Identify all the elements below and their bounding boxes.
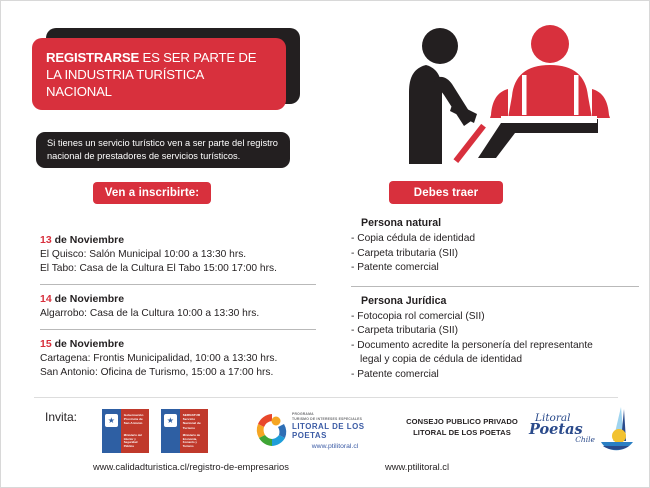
documents-group-persona-natural: Persona natural - Copia cédula de identi…: [351, 217, 641, 276]
invita-label: Invita:: [45, 410, 78, 424]
gov-agency-name: SERNATUR Servicio Nacional de Turismo: [182, 413, 201, 430]
dates-column: 13 de Noviembre El Quisco: Salón Municip…: [40, 234, 334, 384]
document-item: - Patente comercial: [351, 262, 439, 273]
divider: [40, 329, 316, 330]
document-item: - Patente comercial: [351, 368, 439, 380]
subtitle-pill: Si tienes un servicio turístico ven a se…: [36, 132, 290, 168]
date-title: 15 de Noviembre: [40, 338, 334, 350]
pti-logo-text: PROGRAMA TURISMO DE INTERESES ESPECIALES…: [292, 412, 380, 450]
consejo-line-2: LITORAL DE LOS POETAS: [413, 427, 511, 437]
date-day-number: 15: [40, 338, 52, 350]
chile-crest-icon: [163, 414, 177, 427]
date-line: El Quisco: Salón Municipal 10:00 a 13:30…: [40, 249, 247, 260]
calidadturistica-url[interactable]: www.calidadturistica.cl/registro-de-empr…: [93, 461, 289, 472]
date-line: Cartagena: Frontis Municipalidad, 10:00 …: [40, 353, 278, 364]
document-item-text: - Documento acredite la personería del r…: [351, 339, 593, 351]
date-month: de Noviembre: [51, 293, 125, 305]
date-line: San Antonio: Oficina de Turismo, 15:00 a…: [40, 367, 274, 378]
date-line: El Tabo: Casa de la Cultura El Tabo 15:0…: [40, 263, 277, 274]
gov-crest-panel: [161, 409, 180, 453]
poetas-line-2: Poetas: [529, 421, 583, 438]
service-counter-illustration: [409, 25, 610, 164]
date-month: de Noviembre: [51, 338, 125, 350]
gov-name-panel: SERNATUR Servicio Nacional de Turismo Mi…: [179, 409, 208, 453]
counter-desk: [478, 116, 598, 158]
document-item: - Fotocopia rol comercial (SII): [351, 310, 485, 322]
poetas-wordmark: Litoral Poetas Chile: [529, 412, 603, 444]
documents-group-persona-juridica: Persona Jurídica - Fotocopia rol comerci…: [351, 295, 641, 383]
paper-document: [453, 123, 486, 163]
headline-banner: REGISTRARSE ES SER PARTE DE LA INDUSTRIA…: [32, 28, 300, 110]
poetas-line-3: Chile: [575, 435, 595, 444]
gov-ministry-name: Ministerio del Interior y Seguridad Públ…: [123, 432, 142, 449]
headline-rest: ES SER PARTE DE LA INDUSTRIA TURÍSTICA N…: [46, 49, 257, 99]
pti-circular-mark-icon: [256, 414, 287, 446]
pti-logo-main: LITORAL DE LOS POETAS: [292, 422, 365, 441]
chile-crest-icon: [104, 414, 118, 427]
documents-column: Persona natural - Copia cédula de identi…: [351, 217, 641, 382]
documents-group-title: Persona Jurídica: [361, 294, 447, 307]
divider: [351, 285, 639, 287]
gov-agency-name: Gobernación Provincia de San Antonio: [123, 413, 144, 426]
consejo-publico-privado-text: CONSEJO PUBLICO PRIVADO LITORAL DE LOS P…: [397, 417, 527, 438]
ven-a-inscribirte-button[interactable]: Ven a inscribirte:: [93, 182, 211, 204]
date-block: 13 de Noviembre El Quisco: Salón Municip…: [40, 234, 334, 276]
date-day-number: 14: [40, 293, 52, 305]
pti-logo-url: www.ptilitoral.cl: [311, 443, 359, 451]
documents-group-title: Persona natural: [361, 217, 442, 229]
document-item-continuation: legal y copia de cédula de identidad: [360, 354, 522, 365]
headline-emphasis: REGISTRARSE: [46, 49, 140, 65]
pti-litoral-logo: PROGRAMA TURISMO DE INTERESES ESPECIALES…: [254, 406, 380, 456]
footer-divider: [34, 397, 618, 398]
gov-name-panel: Gobernación Provincia de San Antonio Min…: [120, 409, 149, 453]
seated-person-red: [490, 25, 610, 118]
divider: [40, 284, 316, 285]
litoral-de-los-poetas-chile-logo: Litoral Poetas Chile: [529, 403, 637, 457]
pti-kicker-line-2: TURISMO DE INTERESES ESPECIALES: [292, 416, 363, 421]
date-day-number: 13: [40, 234, 52, 246]
date-title: 14 de Noviembre: [40, 293, 334, 305]
debes-traer-button[interactable]: Debes traer: [389, 181, 503, 204]
document-item: - Documento acredite la personería del r…: [351, 339, 641, 368]
gov-crest-panel: [102, 409, 121, 453]
document-item: - Carpeta tributaria (SII): [351, 247, 459, 259]
date-block: 14 de Noviembre Algarrobo: Casa de la Cu…: [40, 293, 334, 321]
standing-person-black: [409, 28, 477, 164]
poetas-line-1: Litoral: [535, 412, 571, 424]
headline-text: REGISTRARSE ES SER PARTE DE LA INDUSTRIA…: [46, 49, 272, 100]
sernatur-logo: SERNATUR Servicio Nacional de Turismo Mi…: [161, 409, 208, 453]
document-item: - Copia cédula de identidad: [351, 233, 476, 244]
gov-ministry-name: Ministerio de Economía, Fomento y Turism…: [182, 432, 201, 449]
consejo-line-1: CONSEJO PUBLICO PRIVADO: [406, 417, 518, 426]
document-item: - Carpeta tributaria (SII): [351, 325, 459, 336]
date-block: 15 de Noviembre Cartagena: Frontis Munic…: [40, 338, 334, 380]
headline-red-card: REGISTRARSE ES SER PARTE DE LA INDUSTRIA…: [32, 38, 286, 110]
sailboat-icon: [601, 407, 633, 451]
gobernacion-san-antonio-logo: Gobernación Provincia de San Antonio Min…: [102, 409, 149, 453]
date-line: Algarrobo: Casa de la Cultura 10:00 a 13…: [40, 308, 260, 319]
date-month: de Noviembre: [51, 234, 125, 246]
date-title: 13 de Noviembre: [40, 234, 334, 246]
pti-kicker-line-1: PROGRAMA: [292, 412, 314, 416]
ptilitoral-url[interactable]: www.ptilitoral.cl: [385, 461, 450, 472]
